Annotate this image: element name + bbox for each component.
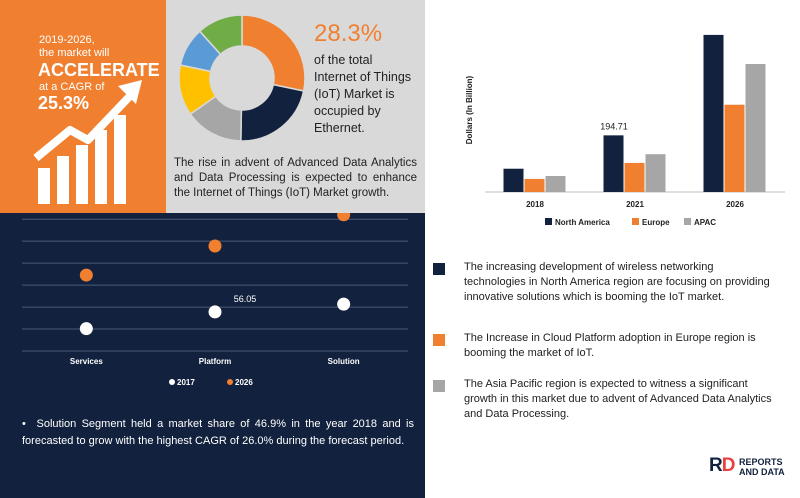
cagr-value: 25.3% (38, 93, 90, 113)
bar-legend-label-0: North America (555, 218, 610, 227)
logo-line1: REPORTS (739, 457, 783, 467)
segment-bullet-label: Solution Segment held a market share of … (22, 418, 414, 447)
bar-legend-label-2: APAC (694, 218, 716, 227)
bar-2021-0 (603, 135, 624, 192)
bar-data-label: 194.71 (600, 121, 628, 131)
rise-text: The rise in advent of Advanced Data Anal… (174, 157, 417, 199)
segment-dot-chart: Services Platform Solution 56.05 2017 2026 (22, 213, 408, 387)
bar-legend-swatch-1 (632, 218, 639, 225)
logo-mark: RD (709, 455, 735, 476)
dot-legend-label-1: 2026 (235, 378, 253, 387)
segment-panel: Services Platform Solution 56.05 2017 2026 • … (0, 213, 425, 498)
apac-note: The Asia Pacific region is expected to w… (464, 378, 772, 420)
share-panel: 28.3% of the total Internet of Things (I… (166, 0, 425, 213)
north-america-swatch (433, 263, 445, 275)
europe-swatch (433, 334, 445, 346)
bar-2021-2 (645, 154, 666, 192)
growth-arrow-icon (33, 80, 142, 204)
north-america-note: The increasing development of wireless n… (464, 261, 770, 303)
cagr-label: at a CAGR of (39, 81, 105, 93)
dot-category-label: Services (70, 357, 103, 366)
dot-Solution-2017 (337, 297, 351, 311)
bar-category-label: 2018 (526, 200, 544, 209)
bar-legend-label-1: Europe (642, 218, 670, 227)
donut-slice-1 (240, 83, 305, 142)
dot-category-label: Platform (199, 357, 231, 366)
dot-Services-2026 (79, 268, 93, 282)
bar-legend-swatch-0 (545, 218, 552, 225)
bar-legend-swatch-2 (684, 218, 691, 225)
apac-swatch (433, 380, 445, 392)
regional-bar-chart: Dollars (In Billion) 2018 2021 2026 194.71 No… (465, 34, 785, 227)
bar-2018-1 (524, 178, 545, 192)
bar-category-label: 2021 (626, 200, 644, 209)
bar-2026-2 (745, 64, 766, 192)
dot-category-label: Solution (328, 357, 360, 366)
logo-line2: AND DATA (739, 467, 785, 477)
cagr-panel: 2019-2026, the market will ACCELERATE at… (0, 0, 166, 213)
regional-panel: Dollars (In Billion) 2018 2021 2026 194.71 No… (425, 0, 800, 498)
dot-legend-swatch-0 (169, 379, 175, 385)
period-text: 2019-2026, (39, 34, 95, 46)
donut-slice-5 (198, 14, 243, 56)
share-percent: 28.3% (314, 20, 383, 47)
bar-2018-2 (545, 176, 566, 192)
share-description: of the total Internet of Things (IoT) Ma… (314, 53, 412, 135)
bar-2018-0 (503, 168, 524, 192)
dot-Solution-2026 (337, 213, 351, 222)
dot-legend-swatch-1 (227, 379, 233, 385)
bar-2026-0 (703, 34, 724, 193)
segment-bullet-text: • Solution Segment held a market share o… (22, 418, 414, 447)
donut-chart (178, 14, 306, 142)
dot-Platform-2026 (208, 239, 222, 253)
europe-note: The Increase in Cloud Platform adoption … (464, 332, 756, 359)
dot-legend-label-0: 2017 (177, 378, 195, 387)
donut-slice-0 (241, 14, 306, 92)
bar-2026-1 (724, 104, 745, 192)
dot-data-label: 56.05 (234, 294, 257, 304)
bar-category-label: 2026 (726, 200, 744, 209)
dot-Services-2017 (79, 322, 93, 336)
bar-2021-1 (624, 162, 645, 192)
market-will-text: the market will (39, 47, 110, 59)
accelerate-headline: ACCELERATE (38, 60, 160, 80)
dot-Platform-2017 (208, 305, 222, 319)
bar-y-axis-label: Dollars (In Billion) (465, 75, 474, 144)
